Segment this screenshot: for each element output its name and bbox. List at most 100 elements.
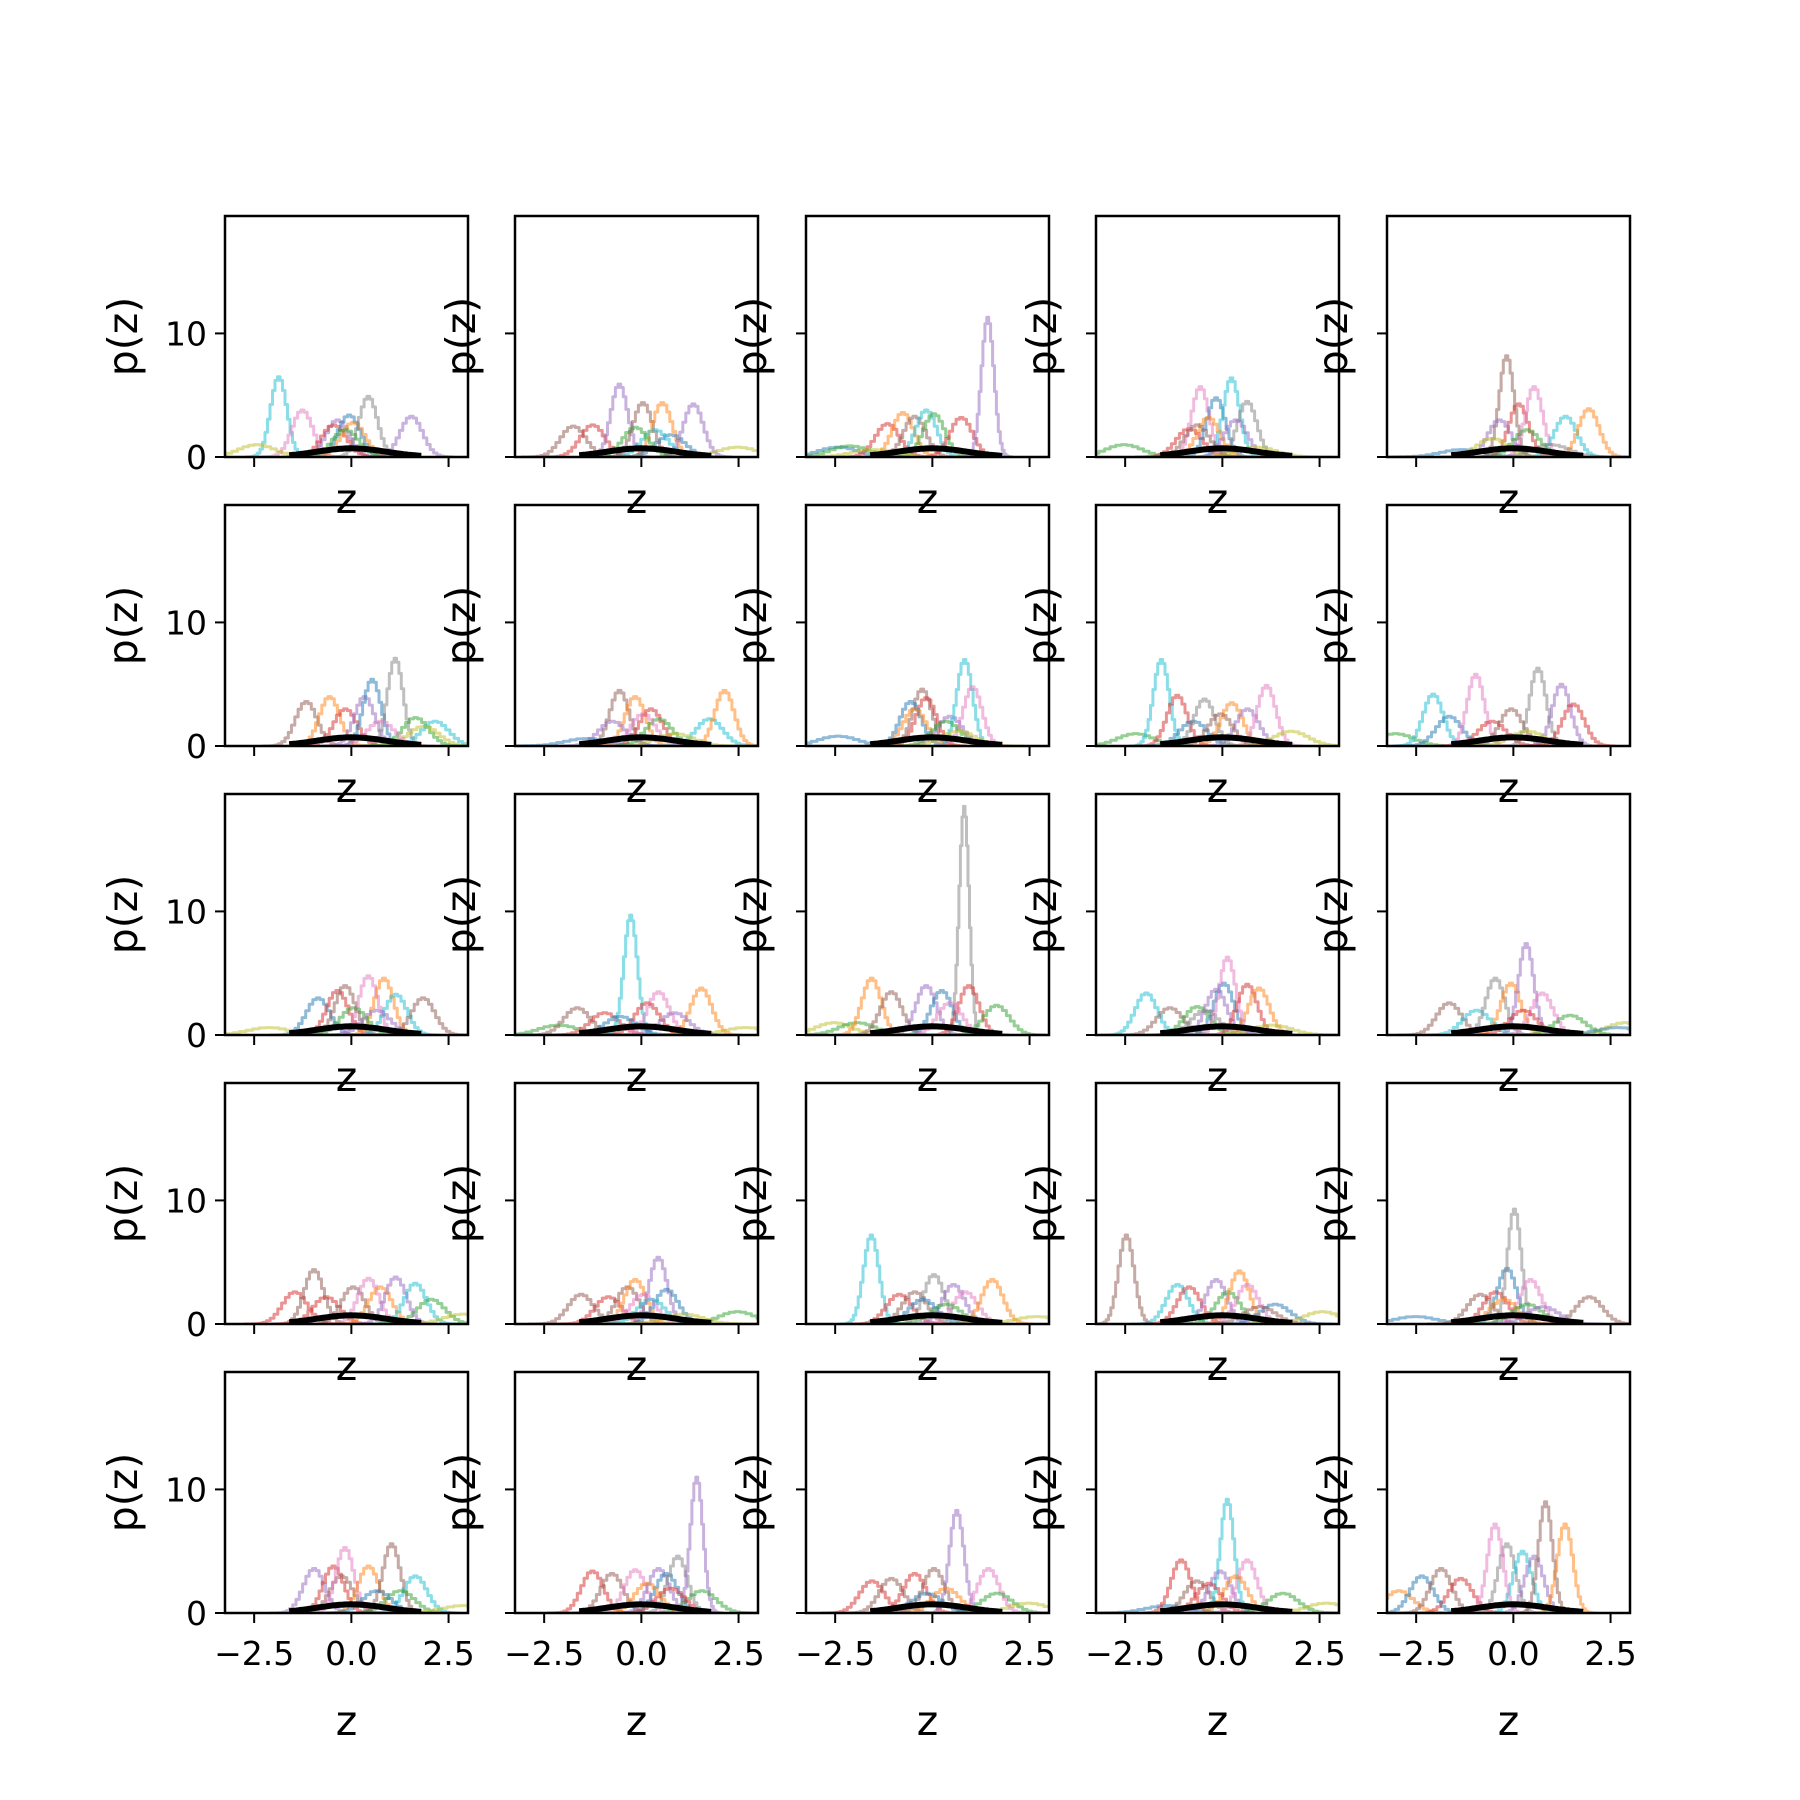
axes-frame [1385,503,1632,748]
axes-frame [1385,792,1632,1037]
series-line [1470,1542,1542,1613]
series-line [961,315,1014,457]
y-axis-label: p(z) [728,297,776,377]
reference-curve [869,734,1003,746]
y-axis-label: p(z) [99,1453,147,1533]
plot-area [528,1255,758,1324]
y-axis-label: p(z) [728,1453,776,1533]
y-axis-label: p(z) [728,586,776,666]
panel-r1c4: z p(z) [1018,214,1341,523]
plot-area [546,1475,758,1613]
panel-r5c3: −2.5 0.0 2.5 z p(z) [728,1370,1056,1745]
y-axis-label: p(z) [1309,1164,1357,1244]
axes-frame [1385,214,1632,459]
x-tick-label: 2.5 [1584,1634,1636,1673]
x-axis-label: z [1207,1053,1229,1101]
y-axis-label: p(z) [437,1453,485,1533]
y-axis-label: p(z) [99,297,147,377]
panel-r3c3: z p(z) [728,792,1051,1101]
series-line [1387,732,1466,746]
x-tick-label: 0.0 [1487,1634,1539,1673]
series-line [261,700,348,746]
reference-curve [1450,1312,1584,1324]
panel-r1c1: 0 10 z p(z) [99,214,470,523]
panel-r4c2: z p(z) [437,1081,760,1390]
plot-area [1387,1500,1597,1613]
reference-curve [288,1312,422,1324]
plot-area [261,656,468,746]
panel-r2c2: z p(z) [437,503,760,812]
plot-area [1096,658,1339,746]
reference-curve [1450,445,1584,457]
x-axis-label: z [917,1053,939,1101]
panel-r2c1: 0 10 z p(z) [99,503,470,812]
y-axis-label: p(z) [437,1164,485,1244]
plot-area [225,375,455,457]
axes-frame [804,1370,1051,1615]
reference-curve [288,734,422,746]
panel-r4c3: z p(z) [728,1081,1051,1390]
plot-area [1387,666,1616,746]
x-tick-label: −2.5 [1376,1634,1456,1673]
panel-r5c1: −2.5 0.0 2.5 0 10 z p(z) [99,1370,475,1745]
x-axis-label: z [1207,1697,1229,1745]
y-tick-label: 0 [186,727,207,766]
x-axis-label: z [1498,764,1520,812]
y-tick-label: 0 [186,438,207,477]
panel-r1c5: z p(z) [1309,214,1632,523]
axes-frame [1094,792,1341,1037]
x-axis-label: z [1498,475,1520,523]
x-axis-label: z [336,764,358,812]
axes-frame [223,1370,470,1615]
x-axis-label: z [917,1697,939,1745]
series-line [1193,955,1261,1035]
panel-r3c1: 0 10 z p(z) [99,792,470,1101]
plot-area [1096,1233,1339,1324]
reference-curve [1450,734,1584,746]
reference-curve [869,1601,1003,1613]
axes-frame [804,503,1051,748]
reference-curve [578,1601,712,1613]
y-axis-label: p(z) [1309,586,1357,666]
panel-r5c4: −2.5 0.0 2.5 z p(z) [1018,1370,1346,1745]
plot-area [225,974,468,1035]
axes-frame [1094,1081,1341,1326]
x-tick-label: 2.5 [1293,1634,1345,1673]
y-tick-label: 0 [186,1016,207,1055]
reference-curve [1159,1312,1293,1324]
plot-area [1100,955,1339,1035]
plot-area [243,1268,468,1324]
panel-r4c4: z p(z) [1018,1081,1341,1390]
reference-curve [288,1023,422,1035]
y-axis-label: p(z) [1018,586,1066,666]
x-tick-label: 2.5 [1003,1634,1055,1673]
axes-frame [223,792,470,1037]
y-tick-label: 10 [165,892,207,931]
axes-frame [1094,503,1341,748]
reference-curve [288,445,422,457]
y-axis-label: p(z) [1309,1453,1357,1533]
x-axis-label: z [626,1697,648,1745]
plot-area [515,688,758,746]
axes-frame [1385,1370,1632,1615]
x-axis-label: z [336,1697,358,1745]
x-axis-label: z [917,1342,939,1390]
x-axis-label: z [336,475,358,523]
x-axis-label: z [917,475,939,523]
axes-frame [513,792,760,1037]
y-axis-label: p(z) [99,1164,147,1244]
y-tick-label: 0 [186,1305,207,1344]
y-tick-label: 0 [186,1594,207,1633]
x-axis-label: z [626,1342,648,1390]
series-line [349,992,439,1035]
x-tick-label: −2.5 [214,1634,294,1673]
x-tick-label: 0.0 [906,1634,958,1673]
y-axis-label: p(z) [1018,1453,1066,1533]
reference-curve [288,1601,422,1613]
x-tick-label: 0.0 [325,1634,377,1673]
y-axis-label: p(z) [728,1164,776,1244]
x-tick-label: 0.0 [615,1634,667,1673]
axes-frame [513,214,760,459]
x-axis-label: z [1498,1342,1520,1390]
x-axis-label: z [1498,1053,1520,1101]
